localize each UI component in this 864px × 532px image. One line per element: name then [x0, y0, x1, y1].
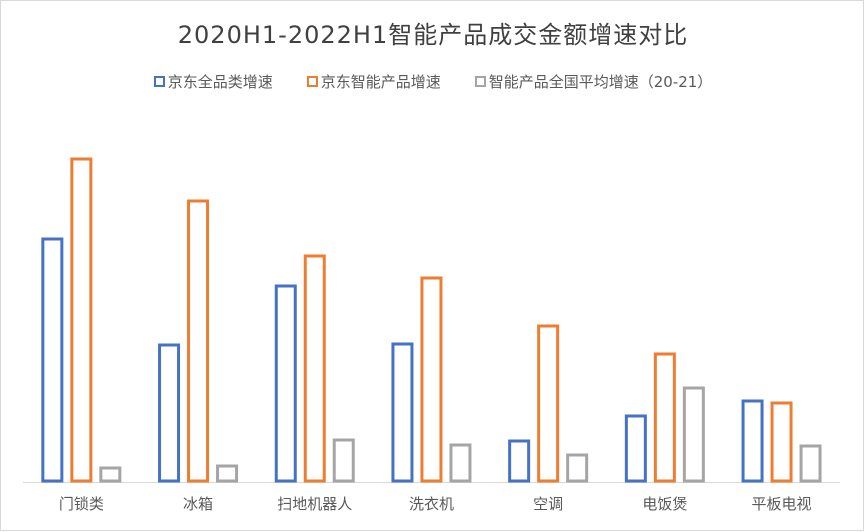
x-tick-label: 扫地机器人 [277, 495, 352, 513]
bar [187, 199, 210, 483]
x-tick-label: 空调 [533, 495, 563, 513]
legend-swatch [153, 76, 165, 87]
bar [332, 438, 355, 483]
bar [216, 464, 239, 483]
bar [449, 443, 472, 483]
legend-swatch [474, 76, 486, 87]
x-tick-label: 洗衣机 [409, 495, 454, 513]
bar [537, 324, 560, 483]
legend-label: 京东智能产品增速 [320, 73, 441, 91]
x-tick-label: 门锁类 [59, 495, 104, 513]
bar [274, 284, 297, 483]
legend: 京东全品类增速 京东智能产品增速 智能产品全国平均增速（20-21） [1, 71, 864, 92]
bar [420, 276, 443, 483]
bar [566, 453, 589, 483]
bar [508, 439, 531, 483]
x-tick-label: 电饭煲 [642, 495, 687, 513]
legend-item: 京东全品类增速 [153, 71, 273, 92]
bar [682, 386, 705, 483]
chart-title: 2020H1-2022H1智能产品成交金额增速对比 [177, 21, 689, 49]
bar [741, 399, 764, 483]
legend-swatch [306, 76, 318, 87]
bar [41, 237, 64, 483]
legend-item: 智能产品全国平均增速（20-21） [474, 71, 713, 92]
legend-label: 京东全品类增速 [167, 73, 273, 91]
bar [70, 157, 93, 483]
bar [653, 352, 676, 483]
bar [158, 343, 181, 483]
bar [770, 401, 793, 483]
bar [624, 414, 647, 483]
bar [99, 466, 122, 483]
bar [303, 254, 326, 483]
bar [391, 342, 414, 483]
legend-label: 智能产品全国平均增速（20-21） [488, 73, 713, 91]
x-tick-label: 平板电视 [752, 495, 812, 513]
bar [799, 444, 822, 483]
legend-item: 京东智能产品增速 [306, 71, 441, 92]
x-tick-label: 冰箱 [183, 495, 213, 513]
